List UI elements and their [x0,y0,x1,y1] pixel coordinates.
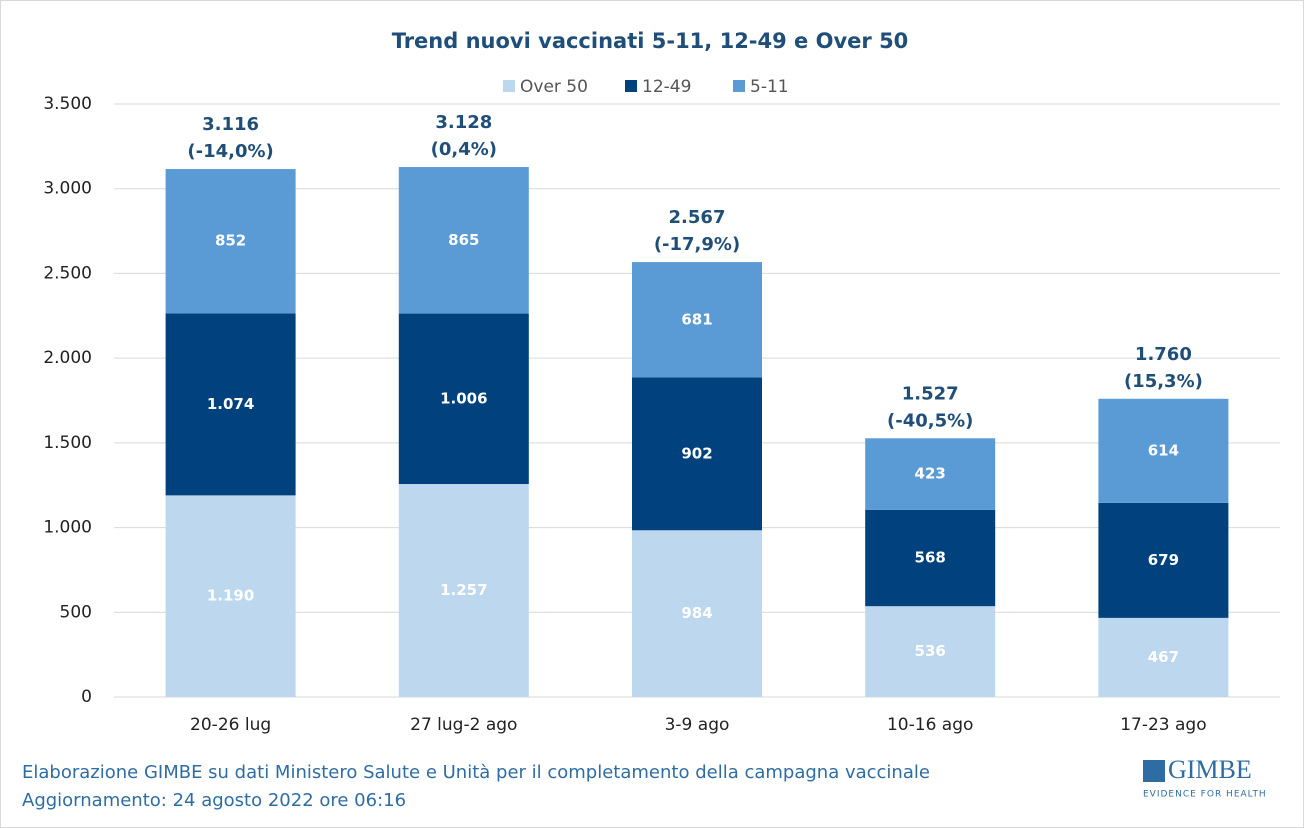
segment-label: 902 [681,444,712,462]
segment-label: 1.006 [440,389,487,407]
bar-segment [1098,398,1229,503]
bar-segment [1098,502,1229,618]
change-label: (15,3%) [1124,371,1203,392]
x-tick-label: 3-9 ago [665,715,730,735]
total-label: 3.128 [435,112,492,133]
y-tick-label: 500 [60,602,92,622]
total-label: 3.116 [202,114,259,135]
legend-label: 12-49 [642,77,691,97]
segment-label: 467 [1148,648,1179,666]
segment-label: 681 [681,310,712,328]
chart-title: Trend nuovi vaccinati 5-11, 12-49 e Over… [392,29,909,53]
footer-updated: Aggiornamento: 24 agosto 2022 ore 06:16 [22,790,406,811]
bar-segment [865,606,996,697]
segment-label: 852 [215,232,246,250]
y-tick-label: 1.000 [43,518,92,538]
legend-swatch [625,80,637,92]
bar-segment [398,167,529,314]
bar-segment [398,313,529,485]
logo-icon [1143,760,1165,782]
bar-segment [632,262,762,378]
total-label: 1.527 [902,383,959,404]
legend-swatch [733,80,745,92]
total-label: 2.567 [669,207,726,228]
bar-segment [632,530,762,697]
segment-label: 1.074 [207,395,254,413]
x-tick-label: 20-26 lug [190,715,271,735]
legend-label: 5-11 [750,77,789,97]
x-tick-label: 10-16 ago [887,715,973,735]
y-tick-label: 2.000 [43,348,92,368]
y-tick-label: 1.500 [43,433,92,453]
y-tick-label: 2.500 [43,263,92,283]
segment-label: 536 [915,642,946,660]
bar-segment [165,313,296,496]
change-label: (-17,9%) [654,234,740,255]
segment-label: 679 [1148,551,1179,569]
total-label: 1.760 [1135,344,1192,365]
logo-tagline: EVIDENCE FOR HEALTH [1143,790,1267,800]
x-tick-label: 27 lug-2 ago [410,715,517,735]
segment-label: 423 [915,465,946,483]
logo-name: GIMBE [1168,755,1252,784]
footer-source: Elaborazione GIMBE su dati Ministero Sal… [22,762,930,783]
segment-label: 568 [915,549,946,567]
change-label: (-14,0%) [187,141,273,162]
bar-segment [865,509,996,607]
x-tick-label: 17-23 ago [1120,715,1206,735]
segment-label: 865 [448,231,479,249]
legend-swatch [503,80,515,92]
legend-label: Over 50 [520,77,588,97]
change-label: (-40,5%) [887,410,973,431]
y-tick-label: 3.500 [43,94,92,114]
bar-segment [632,377,762,531]
segment-label: 1.190 [207,587,254,605]
bar-segment [165,169,296,314]
bar-segment [1098,617,1229,697]
segment-label: 984 [681,604,712,622]
bar-segment [865,438,996,510]
y-tick-label: 3.000 [43,179,92,199]
segment-label: 1.257 [440,581,487,599]
bar-segment [165,495,296,697]
bar-segment [398,484,529,697]
y-tick-label: 0 [81,687,92,707]
segment-label: 614 [1148,441,1179,459]
change-label: (0,4%) [431,139,497,160]
